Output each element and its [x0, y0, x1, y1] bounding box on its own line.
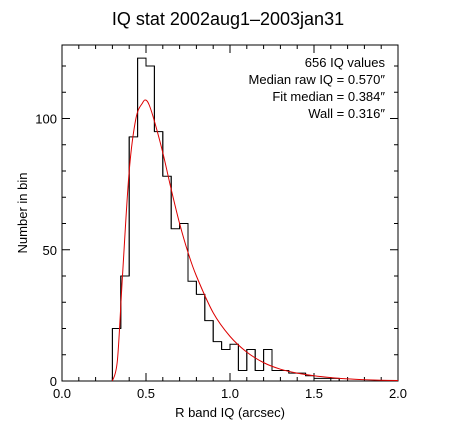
stat-annotation: Median raw IQ = 0.570″ — [249, 72, 386, 87]
x-tick-label: 1.5 — [305, 386, 323, 401]
stat-annotation: Fit median = 0.384″ — [272, 89, 385, 104]
histogram-bar — [306, 376, 314, 381]
y-axis-ticks: 0 50 100 — [35, 65, 398, 389]
histogram-step-line — [62, 57, 398, 382]
histogram-bar — [213, 342, 221, 381]
histogram-bar — [289, 373, 297, 381]
x-tick-label: 0.0 — [53, 386, 71, 401]
histogram-bar — [255, 371, 263, 382]
y-tick-label: 50 — [43, 243, 57, 258]
x-tick-label: 2.0 — [389, 386, 407, 401]
y-tick-label: 0 — [50, 374, 57, 389]
histogram-bar — [272, 371, 280, 382]
x-axis-ticks: 0.0 0.5 1.0 1.5 2.0 — [53, 45, 407, 401]
histogram-bar — [264, 350, 272, 382]
histogram-bar — [171, 229, 179, 381]
histogram-bar — [154, 132, 162, 381]
histogram-bar — [129, 137, 137, 381]
histogram-series — [62, 57, 398, 382]
histogram-bar — [230, 344, 238, 381]
histogram-bar — [196, 294, 204, 381]
annotations: 656 IQ values Median raw IQ = 0.570″ Fit m… — [249, 55, 386, 121]
histogram-bar — [188, 281, 196, 381]
x-tick-label: 0.5 — [137, 386, 155, 401]
histogram-bar — [163, 176, 171, 381]
fit-curve-series — [111, 99, 399, 382]
histogram-bar — [280, 371, 288, 382]
fit-curve-line — [111, 99, 399, 382]
histogram-bar — [238, 371, 246, 382]
y-tick-label: 100 — [35, 112, 57, 127]
x-axis-title: R band IQ (arcsec) — [175, 405, 285, 420]
stat-annotation: Wall = 0.316″ — [308, 106, 385, 121]
histogram-bar — [222, 350, 230, 382]
histogram-bar — [146, 66, 154, 381]
y-axis-title: Number in bin — [15, 173, 30, 254]
histogram-bar — [247, 350, 255, 382]
histogram-bar — [205, 321, 213, 381]
histogram-bar — [138, 58, 146, 381]
stat-annotation: 656 IQ values — [305, 55, 386, 70]
x-tick-label: 1.0 — [221, 386, 239, 401]
chart-title: IQ stat 2002aug1–2003jan31 — [112, 9, 344, 29]
